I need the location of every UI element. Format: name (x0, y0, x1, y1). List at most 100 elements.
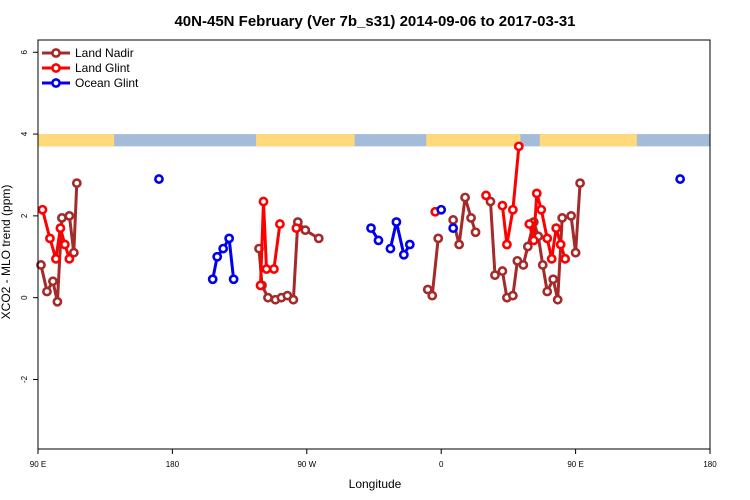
y-tick-label: 6 (20, 49, 29, 54)
data-point (55, 223, 66, 234)
data-point (263, 292, 273, 303)
series-line (388, 220, 412, 257)
data-point (224, 233, 235, 244)
data-point (261, 264, 272, 274)
data-point (398, 249, 409, 260)
data-point (313, 233, 324, 244)
data-point (56, 213, 67, 223)
data-point (436, 204, 447, 215)
data-point (68, 247, 79, 258)
data-point (497, 200, 508, 211)
legend-swatch-marker (51, 63, 61, 73)
data-point (548, 274, 559, 285)
x-tick-label: 0 (439, 460, 444, 469)
plot-frame (37, 39, 711, 450)
land-band-segment (426, 134, 521, 147)
data-point (71, 178, 82, 189)
y-tick-label: 4 (20, 131, 29, 136)
data-point (542, 233, 553, 244)
data-point (45, 233, 55, 244)
data-point (560, 253, 571, 264)
data-point (460, 192, 470, 203)
data-point (522, 241, 533, 252)
data-point (373, 235, 384, 246)
data-point (454, 239, 465, 250)
series-land-nadir (36, 178, 585, 307)
legend-swatch-marker (51, 48, 61, 58)
data-point (258, 196, 269, 207)
data-point (466, 213, 476, 223)
data-point (490, 270, 500, 281)
data-point (422, 284, 433, 295)
x-tick-label: 180 (703, 460, 717, 469)
y-tick-label: 0 (20, 295, 29, 300)
series-ocean-glint (154, 174, 686, 285)
data-point (433, 233, 444, 244)
data-point (536, 204, 547, 215)
data-point (52, 296, 63, 307)
legend-label: Ocean Glint (75, 76, 139, 90)
data-point (42, 286, 52, 297)
data-point (557, 213, 568, 223)
data-point (518, 260, 529, 270)
data-point (269, 264, 279, 274)
series-line (500, 146, 521, 246)
land-band-segment (256, 134, 355, 147)
data-point (427, 290, 438, 301)
x-tick-label: 90 E (567, 460, 583, 469)
x-axis-label: Longitude (349, 477, 402, 491)
data-point (291, 223, 302, 234)
data-point (513, 141, 524, 152)
x-axis: 90 E 180 90 W 0 90 E 180 (30, 449, 717, 469)
data-point (207, 274, 218, 285)
data-point (212, 251, 223, 262)
data-point (485, 196, 496, 207)
chart-title: 40N-45N February (Ver 7b_s31) 2014-09-06… (174, 13, 575, 30)
legend-item: Land Glint (42, 61, 130, 75)
data-point (48, 276, 58, 287)
data-point (542, 286, 553, 297)
data-point (546, 253, 557, 264)
x-tick-label: 90 E (30, 460, 46, 469)
data-point (255, 280, 266, 291)
data-point (528, 235, 539, 246)
data-point (507, 290, 518, 301)
data-point (391, 217, 402, 227)
land-band-segment (38, 134, 115, 147)
x-tick-label: 90 W (297, 460, 316, 469)
data-point (366, 223, 376, 234)
data-point (275, 219, 285, 229)
legend-label: Land Nadir (75, 46, 134, 60)
data-point (551, 223, 562, 234)
data-point (570, 247, 581, 258)
data-point (288, 294, 299, 305)
data-point (300, 225, 311, 236)
data-point (404, 239, 415, 250)
series-line (257, 220, 320, 302)
data-point (470, 227, 481, 238)
land-band-segment (539, 134, 637, 147)
data-point (228, 274, 239, 285)
legend-swatch-marker (51, 78, 61, 88)
data-point (218, 243, 229, 254)
data-point (675, 174, 686, 184)
legend-item: Land Nadir (42, 46, 134, 60)
data-point (36, 260, 46, 270)
data-point (507, 204, 518, 215)
y-axis: -2 0 2 4 6 (20, 49, 38, 383)
data-point (448, 223, 459, 234)
data-point (566, 210, 577, 221)
land-ocean-band (38, 134, 710, 147)
data-point (51, 253, 61, 264)
data-point (385, 243, 396, 254)
data-point (64, 253, 75, 264)
data-point (552, 294, 563, 305)
series-land-glint (37, 141, 571, 291)
data-point (481, 190, 491, 201)
data-point (502, 239, 512, 250)
data-point (37, 204, 48, 215)
data-point (154, 174, 164, 184)
y-tick-label: -2 (20, 375, 29, 383)
